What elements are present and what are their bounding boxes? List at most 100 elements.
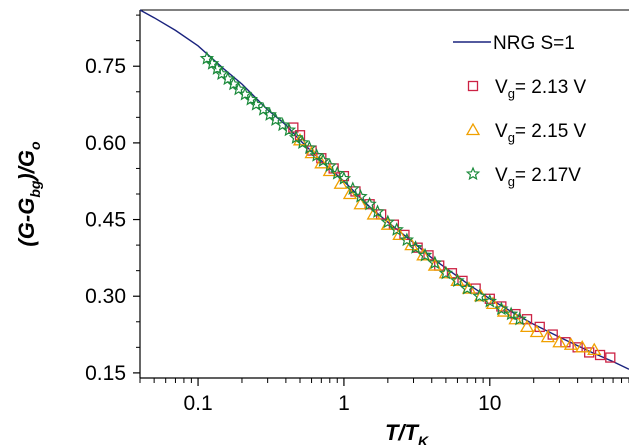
series-0	[139, 9, 629, 370]
legend-label-main: V	[495, 121, 508, 142]
data-point-triangle	[333, 176, 348, 189]
data-point-star	[362, 196, 377, 211]
data-point-star	[322, 158, 337, 173]
x-tick-label: 10	[478, 392, 501, 415]
data-point-triangle	[519, 319, 535, 333]
y-axis-title-part: (G-G	[14, 198, 39, 247]
data-point-star	[214, 66, 229, 81]
data-point-square	[605, 352, 616, 363]
y-tick-label: 0.60	[85, 132, 126, 155]
y-axis-title-part: )/G	[14, 150, 39, 183]
data-point-star	[389, 222, 404, 236]
y-tick-label: 0.15	[85, 362, 126, 385]
data-point-star	[281, 122, 297, 137]
y-axis-title: (G-Gbg)/Go	[14, 141, 43, 247]
data-point-star	[231, 81, 246, 96]
y-tick-label: 0.75	[85, 55, 126, 78]
legend-label-rest: = 2.13 V	[515, 77, 587, 98]
data-point-star	[494, 301, 509, 316]
data-point-triangle	[529, 324, 544, 338]
x-axis-title-sub: K	[418, 433, 429, 445]
legend-marker-square	[467, 80, 479, 92]
data-point-triangle	[552, 334, 567, 348]
data-point-triangle	[563, 337, 579, 350]
data-point-star	[438, 265, 454, 280]
data-point-triangle	[392, 227, 407, 241]
series-3	[199, 50, 527, 326]
legend-label-sub: g	[508, 174, 515, 189]
data-point-star	[370, 204, 385, 219]
legend-label-main: V	[495, 77, 508, 98]
legend-marker-triangle	[465, 122, 481, 136]
y-tick-label: 0.30	[85, 285, 126, 308]
data-point-star	[417, 247, 433, 262]
data-point-star	[275, 117, 290, 132]
data-point-star	[309, 148, 324, 162]
legend-label-rest: = 2.15 V	[515, 121, 587, 142]
data-point-star	[380, 214, 396, 229]
legend-label-rest: = 2.17V	[515, 165, 581, 186]
data-point-star	[512, 311, 527, 326]
axis-titles: T/TK (G-Gbg)/Go	[14, 141, 429, 445]
data-point-star	[256, 102, 271, 116]
data-point-star	[248, 97, 264, 111]
data-point-triangle	[304, 145, 319, 159]
x-axis-title: T/TK	[385, 420, 429, 445]
data-point-star	[427, 255, 443, 270]
legend-label-sub: g	[508, 86, 515, 101]
data-point-square	[288, 122, 299, 133]
data-point-star	[295, 135, 310, 150]
data-point-star	[302, 140, 317, 155]
data-point-triangle	[485, 296, 501, 310]
data-point-triangle	[540, 329, 555, 343]
data-point-triangle	[587, 342, 602, 356]
data-point-star	[353, 188, 368, 203]
data-point-star	[345, 181, 360, 196]
x-axis-title-main: T/T	[385, 420, 420, 445]
data-point-triangle	[438, 265, 454, 279]
data-point-triangle	[575, 340, 590, 353]
data-point-star	[336, 171, 352, 185]
data-point-triangle	[366, 207, 381, 220]
legend-label-sub: g	[508, 130, 515, 145]
data-point-star	[450, 273, 465, 288]
data-point-triangle	[342, 186, 358, 200]
legend-entry: Vg= 2.13 V	[467, 77, 587, 101]
y-axis-title-part: o	[27, 141, 43, 150]
axes: 0.15 0.30 0.45 0.60 0.75 0.1 1 10	[85, 9, 629, 415]
legend-label: Vg= 2.13 V	[495, 77, 587, 101]
series-layer	[139, 9, 629, 370]
data-point-star	[399, 232, 415, 247]
legend: NRG S=1Vg= 2.13 VVg= 2.15 VVg= 2.17V	[453, 33, 587, 189]
y-tick-label: 0.45	[85, 209, 126, 232]
data-point-triangle	[353, 196, 368, 210]
data-point-star	[288, 130, 304, 144]
legend-label: Vg= 2.17V	[495, 165, 581, 189]
data-point-star	[460, 280, 475, 295]
data-point-star	[408, 240, 423, 254]
data-point-triangle	[314, 156, 329, 169]
legend-entry: NRG S=1	[453, 33, 575, 54]
data-point-star	[482, 293, 497, 308]
legend-entry: Vg= 2.17V	[465, 165, 581, 189]
x-tick-label: 0.1	[183, 392, 212, 415]
x-tick-label: 1	[338, 392, 350, 415]
data-point-square	[294, 130, 306, 141]
y-axis-title-part: bg	[27, 180, 43, 198]
legend-label: Vg= 2.15 V	[495, 121, 587, 145]
data-point-triangle	[496, 304, 512, 317]
legend-marker-star	[465, 166, 481, 181]
nrg-curve	[139, 9, 629, 370]
legend-label-main: V	[495, 165, 508, 186]
data-point-triangle	[450, 273, 465, 287]
data-point-star	[503, 306, 519, 321]
legend-label: NRG S=1	[493, 33, 575, 54]
legend-entry: Vg= 2.15 V	[465, 121, 587, 145]
data-point-triangle	[508, 311, 523, 325]
data-point-star	[315, 153, 331, 167]
data-point-star	[472, 288, 487, 303]
data-point-star	[268, 112, 283, 127]
data-point-star	[330, 166, 345, 180]
